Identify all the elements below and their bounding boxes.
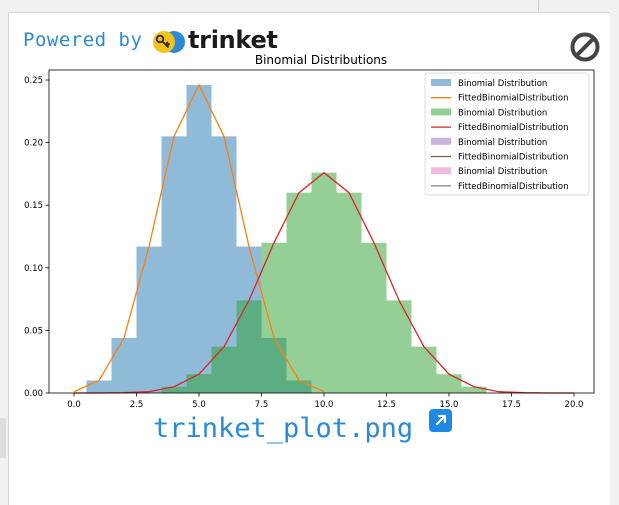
legend-swatch-7 [431,167,451,175]
trinket-brand-name[interactable]: trinket [188,26,278,54]
bar-series2-x11 [336,192,362,393]
legend-label-7: Binomial Distribution [458,167,547,177]
bar-series1-x5 [186,85,212,393]
bar-series1-x4 [161,136,187,393]
legend-box [424,72,590,196]
y-tick-label: 0.15 [24,201,43,211]
legend-swatch-5 [431,137,451,145]
bar-series2-x16 [461,386,487,393]
plot-filename-link[interactable]: trinket_plot.png [153,413,414,444]
legend-label-5: Binomial Distribution [458,138,547,148]
ticks-layer: 0.0 2.5 5.0 7.5 10.0 12.5 15.0 17.5 20.0 0.00 0.05… [24,76,583,408]
bar-series2-x10 [311,172,337,393]
x-tick-label: 7.5 [255,400,269,408]
x-tick-label: 2.5 [130,400,144,408]
x-tick-label: 15.0 [440,400,459,408]
open-external-icon[interactable] [429,409,452,432]
trinket-logo-icon[interactable] [152,30,186,54]
fitted-line-1 [73,83,325,393]
bar-series2-x4 [161,386,187,393]
legend: Binomial Distribution FittedBinomialDistr… [424,72,590,196]
bar-series2-x8 [261,242,287,393]
legend-swatch-1 [431,79,451,86]
y-tick-label: 0.05 [24,326,43,336]
binomial-chart: Binomial Distributions 0.0 2.5 5.0 7.5 10.0 1… [24,53,595,408]
bar-series2-x12 [361,242,387,393]
x-tick-label: 20.0 [565,400,584,408]
bar-series2-x13 [386,300,412,393]
chart-title: Binomial Distributions [255,53,387,67]
legend-label-8: FittedBinomialDistribution [458,182,569,192]
bar-series1-x3 [136,246,162,393]
bar-series1-x1 [86,380,112,393]
x-tick-label: 17.5 [502,400,521,408]
legend-label-3: Binomial Distribution [458,108,547,118]
legend-swatch-3 [431,108,451,116]
x-tick-label: 12.5 [377,400,396,408]
plot-frame [48,69,595,394]
bar-series2-x5 [186,374,212,393]
bar-series2-x15 [436,374,462,393]
lines-layer [73,83,574,394]
bar-series2-x7 [236,300,262,393]
y-tick-label: 0.00 [24,389,43,399]
legend-label-2: FittedBinomialDistribution [458,94,569,104]
bar-series2-x6 [211,346,237,393]
y-tick-label: 0.25 [24,76,43,86]
powered-by-label: Powered by [23,29,143,51]
legend-label-4: FittedBinomialDistribution [458,123,569,133]
y-tick-label: 0.20 [24,139,43,149]
legend-label-6: FittedBinomialDistribution [458,153,569,163]
x-tick-label: 0.0 [67,400,81,408]
bar-series1-x2 [111,337,137,393]
fitted-line-2 [74,171,574,394]
bar-series2-x9 [286,192,312,393]
no-entry-icon[interactable] [569,31,601,63]
bar-series2-x14 [411,346,437,393]
x-tick-label: 10.0 [315,400,334,408]
legend-label-1: Binomial Distribution [458,79,547,89]
left-scroll-gutter [0,418,6,458]
y-tick-label: 0.10 [24,264,43,274]
x-tick-label: 5.0 [192,400,206,408]
top-bar-divider [538,0,539,12]
